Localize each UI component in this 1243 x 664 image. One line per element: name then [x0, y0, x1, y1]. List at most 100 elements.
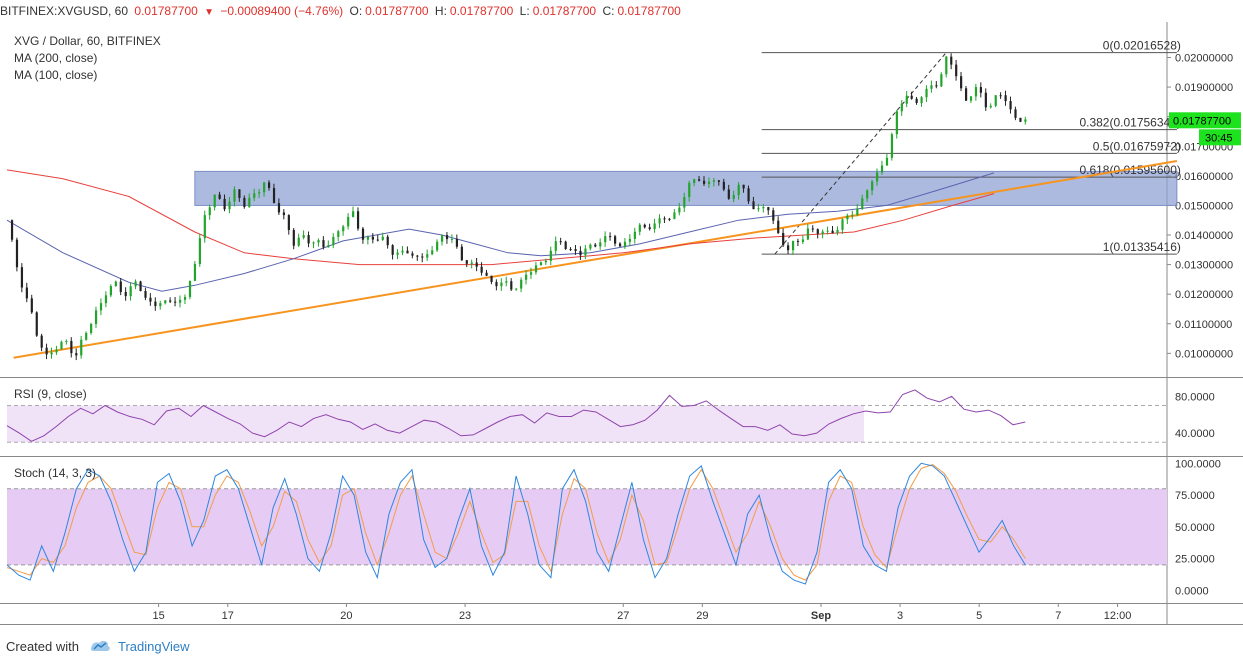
resistance-zone: [194, 170, 1178, 206]
candle-body: [40, 335, 43, 348]
price-change: −0.00089400 (−4.76%): [220, 4, 344, 18]
stoch-tick-label: 100.0000: [1175, 458, 1221, 470]
candle-body: [282, 212, 286, 216]
candle-body: [969, 96, 973, 101]
price-chart[interactable]: 0.020000000.019000000.018000000.01700000…: [0, 22, 1243, 632]
candle-body: [470, 262, 473, 264]
candle-body: [712, 180, 716, 182]
candle-body: [183, 296, 187, 300]
candle-body: [376, 239, 379, 241]
candle-body: [287, 215, 290, 230]
stoch-legend: Stoch (14, 3, 3): [14, 466, 97, 480]
countdown-badge: [1199, 129, 1241, 146]
ma200-line: [6, 169, 995, 266]
candle-body: [599, 242, 602, 247]
candle-body: [292, 229, 295, 246]
candle-body: [267, 182, 271, 188]
ma100-line: [6, 172, 995, 292]
candle-body: [90, 324, 93, 333]
fib-level-label: 0.382(0.01756343): [1079, 116, 1180, 130]
down-arrow-icon: ▼: [204, 7, 215, 18]
candle-body: [791, 241, 795, 251]
time-tick-label: 15: [152, 610, 164, 622]
high-value: 0.01787700: [449, 4, 514, 18]
tradingview-link[interactable]: TradingView: [118, 639, 190, 654]
candle-body: [144, 291, 147, 298]
candle-body: [861, 198, 864, 209]
candle-body: [109, 286, 113, 296]
candle-body: [925, 88, 928, 98]
candle-body: [549, 250, 552, 261]
candle-body: [737, 184, 740, 196]
candle-body: [253, 193, 256, 198]
candle-body: [940, 74, 943, 87]
candle-body: [65, 340, 68, 342]
price-tick-label: 0.01200000: [1175, 289, 1233, 301]
candle-body: [717, 180, 721, 182]
candle-body: [663, 218, 666, 220]
candle-body: [174, 301, 177, 303]
candle-body: [312, 242, 315, 244]
ma100-legend: MA (100, close): [14, 68, 98, 82]
candle-body: [203, 215, 206, 239]
stoch-tick-label: 25.0000: [1175, 554, 1215, 566]
candle-body: [188, 280, 192, 297]
candle-body: [169, 300, 172, 302]
candle-body: [900, 103, 903, 112]
candle-body: [910, 95, 913, 99]
candle-body: [15, 239, 19, 268]
candle-body: [228, 201, 231, 210]
candle-body: [767, 207, 770, 211]
ascending-trendline: [13, 160, 1178, 359]
candle-body: [460, 246, 463, 261]
candle-body: [416, 255, 419, 257]
time-tick-label: 17: [222, 610, 234, 622]
candle-body: [801, 239, 805, 242]
candle-body: [322, 240, 325, 248]
candle-body: [55, 349, 58, 353]
candle-body: [574, 249, 577, 251]
candle-body: [1019, 117, 1022, 122]
price-tick-label: 0.01100000: [1175, 319, 1232, 331]
candle-body: [411, 253, 414, 256]
candle-body: [915, 98, 918, 103]
candle-body: [475, 262, 478, 267]
candle-body: [945, 56, 948, 75]
candle-body: [450, 238, 454, 240]
candle-body: [772, 210, 775, 221]
candle-body: [643, 224, 646, 228]
rsi-line: [6, 389, 1026, 442]
candle-body: [505, 281, 508, 283]
time-tick-label: 20: [340, 610, 352, 622]
candle-body: [757, 208, 760, 210]
candle-body: [999, 95, 1002, 97]
candle-body: [614, 236, 617, 244]
rsi-tick-label: 80.0000: [1175, 391, 1215, 403]
candle-body: [989, 105, 992, 108]
candle-body: [579, 250, 582, 256]
candle-body: [80, 339, 83, 356]
time-tick-label: 23: [459, 610, 471, 622]
candle-body: [821, 231, 824, 234]
candle-body: [193, 263, 197, 281]
candle-body: [633, 231, 636, 239]
candle-body: [297, 237, 300, 246]
time-tick-label: 5: [976, 610, 982, 622]
candle-body: [890, 134, 894, 158]
candle-body: [154, 301, 157, 307]
candle-body: [198, 238, 201, 264]
candle-body: [604, 236, 607, 243]
candle-body: [347, 216, 350, 227]
candle-body: [277, 203, 281, 213]
tradingview-logo-icon: [89, 633, 111, 663]
candle-body: [950, 56, 953, 65]
candle-body: [480, 266, 483, 273]
candle-body: [124, 291, 127, 297]
candle-body: [851, 214, 854, 216]
candle-body: [979, 87, 983, 93]
candle-body: [25, 287, 28, 299]
fib-swing-line: [774, 52, 947, 255]
candle-body: [94, 310, 98, 325]
time-tick-label: 12:00: [1104, 610, 1132, 622]
candle-body: [905, 95, 908, 104]
